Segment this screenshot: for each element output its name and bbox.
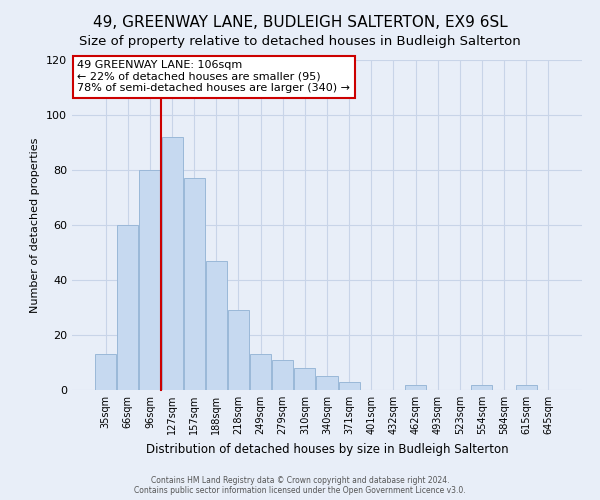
Text: Contains HM Land Registry data © Crown copyright and database right 2024.
Contai: Contains HM Land Registry data © Crown c…: [134, 476, 466, 495]
Y-axis label: Number of detached properties: Number of detached properties: [31, 138, 40, 312]
Text: 49 GREENWAY LANE: 106sqm
← 22% of detached houses are smaller (95)
78% of semi-d: 49 GREENWAY LANE: 106sqm ← 22% of detach…: [77, 60, 350, 93]
Bar: [338, 382, 359, 390]
X-axis label: Distribution of detached houses by size in Budleigh Salterton: Distribution of detached houses by size …: [146, 442, 508, 456]
Bar: [95, 354, 116, 390]
Bar: [228, 310, 249, 390]
Bar: [206, 261, 227, 390]
Bar: [405, 384, 426, 390]
Bar: [272, 360, 293, 390]
Bar: [515, 384, 536, 390]
Bar: [250, 354, 271, 390]
Text: Size of property relative to detached houses in Budleigh Salterton: Size of property relative to detached ho…: [79, 35, 521, 48]
Bar: [161, 137, 182, 390]
Bar: [118, 225, 139, 390]
Bar: [472, 384, 493, 390]
Bar: [139, 170, 160, 390]
Bar: [295, 368, 316, 390]
Bar: [184, 178, 205, 390]
Bar: [316, 376, 338, 390]
Text: 49, GREENWAY LANE, BUDLEIGH SALTERTON, EX9 6SL: 49, GREENWAY LANE, BUDLEIGH SALTERTON, E…: [92, 15, 508, 30]
